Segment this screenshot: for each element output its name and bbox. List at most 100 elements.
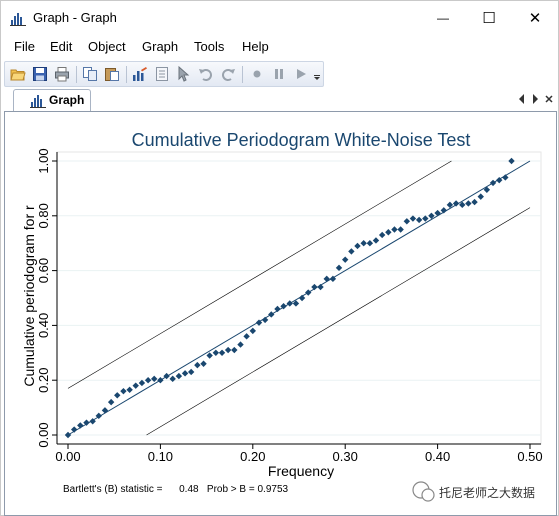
data-point bbox=[157, 377, 164, 384]
y-tick-label: 0.40 bbox=[36, 313, 51, 338]
data-point bbox=[181, 370, 189, 377]
document-icon[interactable] bbox=[154, 66, 170, 82]
y-axis-label: Cumulative periodogram for r bbox=[21, 205, 37, 387]
close-button[interactable]: ✕ bbox=[512, 1, 558, 35]
play-icon[interactable] bbox=[293, 66, 309, 82]
data-point bbox=[224, 346, 232, 354]
data-point bbox=[477, 193, 484, 200]
open-folder-icon[interactable] bbox=[10, 66, 26, 82]
window-title: Graph - Graph bbox=[33, 10, 117, 25]
data-point bbox=[206, 352, 213, 359]
upper-band-line bbox=[67, 160, 452, 389]
toolbar-separator bbox=[126, 66, 127, 83]
menu-bar: File Edit Object Graph Tools Help bbox=[1, 35, 558, 59]
data-point bbox=[286, 300, 293, 307]
data-point bbox=[231, 346, 238, 354]
minimize-button[interactable]: — bbox=[420, 1, 466, 35]
data-point bbox=[194, 361, 201, 369]
tab-close-icon[interactable] bbox=[544, 93, 554, 105]
maximize-icon: ☐ bbox=[482, 10, 496, 27]
tab-graph[interactable]: Graph bbox=[13, 89, 91, 111]
plot-region: 0.00 0.20 0.40 0.60 0.80 1.00 0.00 0.10 0.20 0.30… bbox=[36, 148, 543, 464]
data-point bbox=[255, 319, 263, 326]
close-icon: ✕ bbox=[528, 10, 542, 27]
menu-file[interactable]: File bbox=[14, 39, 35, 54]
data-point bbox=[200, 360, 207, 367]
bartlett-statistic-note: Bartlett's (B) statistic = 0.48 Prob > B… bbox=[63, 484, 289, 495]
y-tick-label: 0.60 bbox=[36, 258, 51, 283]
data-point bbox=[126, 386, 133, 393]
x-tick-label: 0.00 bbox=[55, 449, 80, 464]
toolbar bbox=[4, 61, 324, 87]
tab-scroll-right-icon[interactable] bbox=[530, 93, 540, 105]
data-point bbox=[385, 229, 392, 236]
data-point bbox=[434, 209, 441, 217]
x-axis-label: Frequency bbox=[268, 463, 334, 479]
data-point bbox=[378, 231, 386, 239]
toolbar-dropdown-icon[interactable] bbox=[313, 66, 321, 82]
data-point bbox=[311, 283, 318, 291]
graph-editor-icon[interactable] bbox=[132, 66, 148, 82]
data-point bbox=[169, 375, 176, 383]
tab-scroll-left-icon[interactable] bbox=[517, 93, 527, 105]
graph-panel: Cumulative Periodogram White-Noise Test … bbox=[4, 111, 557, 516]
menu-help[interactable]: Help bbox=[242, 39, 269, 54]
data-point bbox=[144, 377, 152, 384]
data-point bbox=[354, 242, 361, 250]
data-point bbox=[89, 418, 96, 425]
x-tick-label: 0.50 bbox=[517, 449, 542, 464]
menu-tools[interactable]: Tools bbox=[194, 39, 225, 54]
data-point bbox=[329, 275, 337, 283]
print-icon[interactable] bbox=[54, 66, 70, 82]
data-point bbox=[366, 240, 374, 247]
data-point bbox=[305, 289, 312, 296]
cumulative-periodogram-chart: Cumulative Periodogram White-Noise Test … bbox=[21, 130, 543, 502]
undo-icon[interactable] bbox=[198, 66, 214, 82]
y-tick-label: 0.20 bbox=[36, 368, 51, 393]
data-point bbox=[70, 426, 78, 433]
data-point bbox=[342, 256, 349, 263]
x-tick-label: 0.30 bbox=[333, 449, 358, 464]
maximize-button[interactable]: ☐ bbox=[466, 1, 512, 35]
graph-tab-icon bbox=[30, 95, 46, 108]
lower-band-line bbox=[146, 207, 531, 436]
y-tick-label: 0.00 bbox=[36, 422, 51, 447]
data-point bbox=[95, 412, 102, 420]
toolbar-separator bbox=[76, 66, 77, 83]
data-point bbox=[212, 349, 220, 356]
data-point bbox=[348, 248, 355, 255]
data-point bbox=[323, 275, 330, 283]
data-point bbox=[446, 201, 454, 209]
data-point bbox=[218, 349, 226, 356]
data-point bbox=[132, 382, 139, 389]
menu-object[interactable]: Object bbox=[88, 39, 126, 54]
redo-icon[interactable] bbox=[220, 66, 236, 82]
data-point bbox=[114, 392, 121, 399]
title-bar: Graph - Graph — ☐ ✕ bbox=[1, 1, 558, 35]
paste-icon[interactable] bbox=[104, 66, 120, 82]
data-point bbox=[496, 176, 503, 184]
data-point bbox=[483, 186, 491, 193]
pointer-icon[interactable] bbox=[176, 66, 192, 82]
menu-edit[interactable]: Edit bbox=[50, 39, 73, 54]
x-tick-label: 0.40 bbox=[425, 449, 450, 464]
wechat-icon bbox=[412, 481, 435, 502]
data-point bbox=[237, 341, 244, 348]
copy-icon[interactable] bbox=[82, 66, 98, 82]
data-point bbox=[372, 237, 380, 244]
data-point bbox=[489, 179, 497, 187]
menu-graph[interactable]: Graph bbox=[142, 39, 179, 54]
data-point bbox=[428, 212, 435, 219]
data-point bbox=[409, 215, 417, 222]
pause-icon[interactable] bbox=[271, 66, 287, 82]
y-tick-label: 0.80 bbox=[36, 203, 51, 228]
data-point bbox=[292, 300, 300, 307]
graph-app-icon bbox=[10, 13, 26, 26]
record-icon[interactable] bbox=[249, 66, 265, 82]
save-icon[interactable] bbox=[32, 66, 48, 82]
toolbar-separator bbox=[242, 66, 243, 83]
watermark-text: 托尼老师之大数据 bbox=[439, 485, 535, 500]
data-point bbox=[243, 333, 250, 340]
data-point bbox=[163, 372, 170, 380]
